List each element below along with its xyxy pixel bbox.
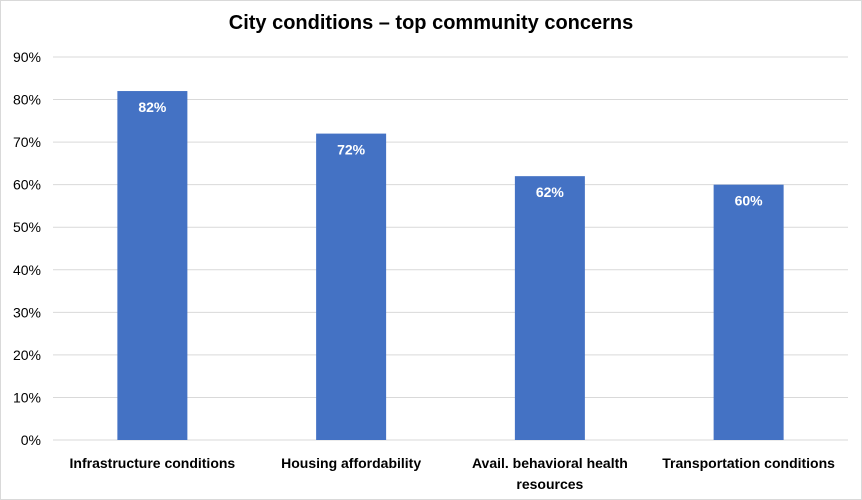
y-tick-label: 0% (21, 432, 41, 448)
category-label: Avail. behavioral health (472, 455, 628, 471)
bar (514, 176, 585, 440)
category-label: Transportation conditions (662, 455, 835, 471)
bar (316, 133, 387, 440)
y-tick-label: 10% (13, 389, 41, 405)
data-label: 72% (337, 142, 366, 158)
y-tick-label: 20% (13, 347, 41, 363)
bar (713, 184, 784, 440)
y-tick-label: 90% (13, 49, 41, 65)
data-label: 82% (138, 99, 167, 115)
y-tick-label: 30% (13, 304, 41, 320)
y-tick-label: 60% (13, 177, 41, 193)
data-label: 62% (536, 184, 565, 200)
chart-title: City conditions – top community concerns (228, 12, 634, 34)
x-axis-categories: Infrastructure conditions Housing afforda… (70, 455, 836, 492)
data-labels: 82% 72% 62% 60% (138, 99, 763, 209)
y-tick-label: 70% (13, 134, 41, 150)
category-label: resources (516, 476, 583, 492)
y-tick-label: 50% (13, 219, 41, 235)
y-tick-label: 40% (13, 262, 41, 278)
category-label: Housing affordability (281, 455, 421, 471)
category-label: Infrastructure conditions (70, 455, 236, 471)
bar (117, 91, 188, 441)
bars (117, 91, 784, 441)
y-tick-label: 80% (13, 92, 41, 108)
y-axis-ticks: 0% 10% 20% 30% 40% 50% 60% 70% 80% 90% (13, 49, 41, 448)
data-label: 60% (735, 193, 764, 209)
